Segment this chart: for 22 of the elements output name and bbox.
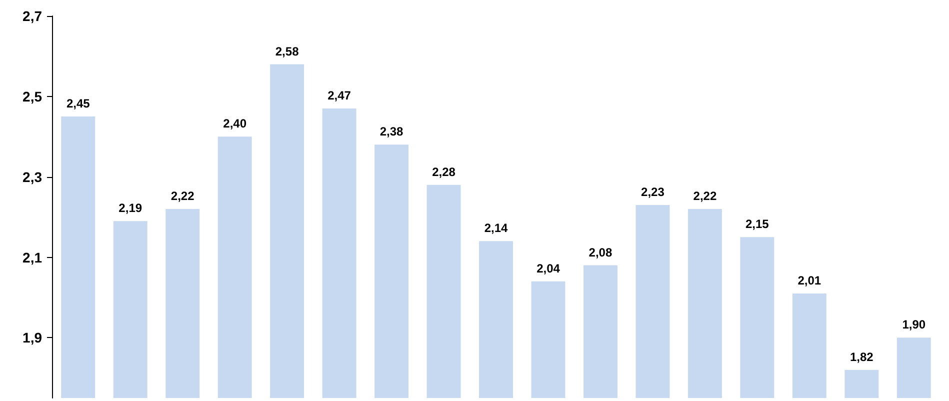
data-label: 2,40 [223,116,247,131]
data-label: 2,23 [641,184,665,199]
data-label: 2,04 [536,261,560,276]
data-label: 2,15 [745,217,770,232]
y-tick-label: 2,5 [22,88,42,104]
y-tick-label: 2,7 [22,8,42,24]
data-label: 2,58 [275,44,300,58]
data-label: 2,14 [484,221,508,236]
data-label: 2,19 [118,201,142,216]
data-label: 2,38 [380,124,404,139]
data-label: 1,90 [902,318,926,332]
y-tick-label: 2,1 [22,249,42,266]
y-tick-label: 2,3 [22,168,42,185]
data-label: 1,82 [850,350,874,364]
data-label: 2,01 [798,273,822,288]
data-label: 2,47 [328,88,352,102]
y-tick-label: 1,9 [22,330,42,346]
data-label: 2,28 [432,164,456,179]
data-label: 2,45 [66,96,90,111]
data-label: 2,22 [170,189,195,204]
data-label: 2,22 [693,189,717,204]
data-label: 2,08 [588,245,612,260]
